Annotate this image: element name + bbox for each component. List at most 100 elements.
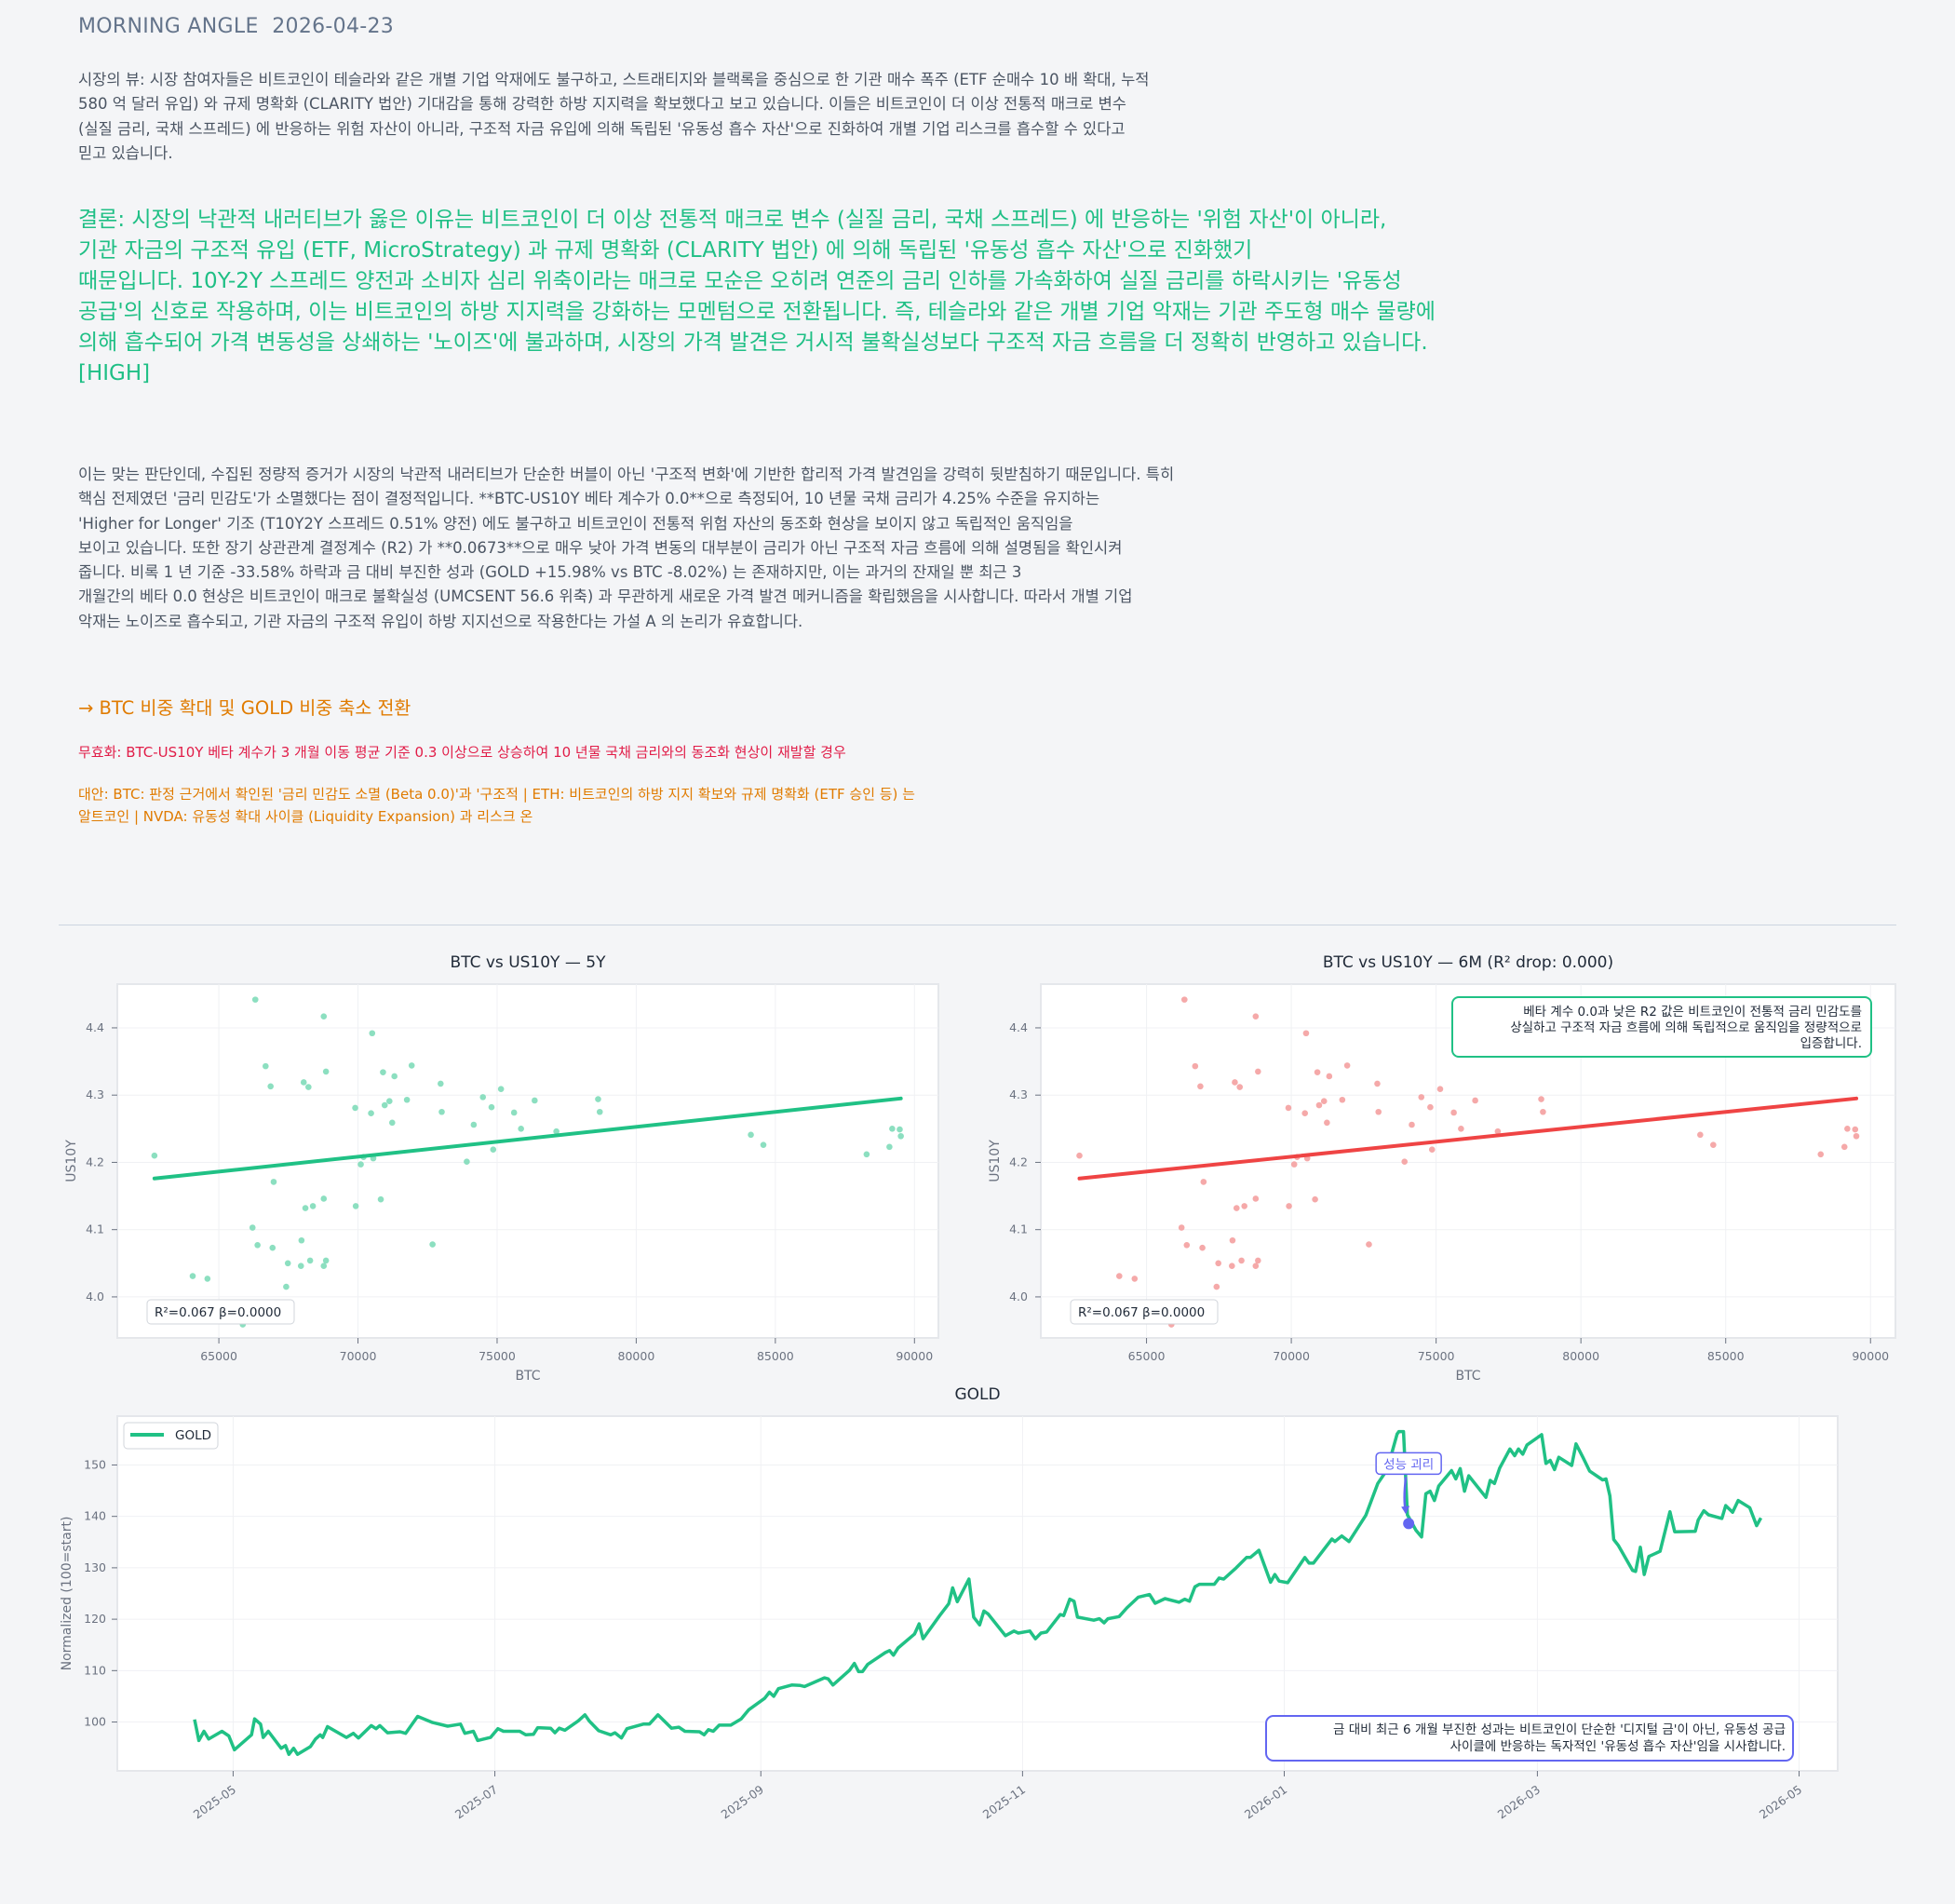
- x-axis-label: BTC: [1455, 1369, 1480, 1384]
- data-point: [1199, 1244, 1206, 1251]
- data-point: [352, 1104, 358, 1112]
- annotation-text: 상실하고 구조적 자금 흐름에 의해 독립적으로 움직임을 정량적으로: [1510, 1020, 1862, 1035]
- action-recommendation: → BTC 비중 확대 및 GOLD 비중 축소 전환: [78, 697, 411, 719]
- x-tick-label: 2025-05: [191, 1782, 238, 1821]
- data-point: [1252, 1195, 1260, 1202]
- data-point: [1302, 1030, 1310, 1037]
- data-point: [1366, 1241, 1372, 1248]
- stats-label: R²=0.067 β=0.0000: [155, 1305, 281, 1320]
- data-point: [369, 1030, 376, 1037]
- data-point: [269, 1244, 276, 1251]
- data-point: [1252, 1263, 1260, 1269]
- y-tick-label: 4.1: [1009, 1222, 1028, 1236]
- data-point: [204, 1276, 211, 1282]
- x-tick-label: 90000: [1852, 1349, 1889, 1363]
- data-point: [1285, 1104, 1292, 1112]
- data-point: [380, 1069, 386, 1075]
- text-line: 대안: BTC: 판정 근거에서 확인된 '금리 민감도 소멸 (Beta 0.…: [78, 786, 915, 803]
- gold-line-chart: 2025-05 2025-07 2025-09 2025-11 2026-01 2026-…: [60, 1385, 1839, 1821]
- data-point: [1192, 1062, 1199, 1070]
- data-point: [510, 1109, 518, 1116]
- y-tick-label: 4.4: [86, 1020, 104, 1034]
- annotation-box: [1265, 1715, 1794, 1762]
- data-point: [1236, 1084, 1244, 1090]
- data-point: [1238, 1257, 1245, 1264]
- data-point: [388, 1119, 396, 1127]
- legend-label: GOLD: [175, 1428, 211, 1443]
- alternatives: 대안: BTC: 판정 근거에서 확인된 '금리 민감도 소멸 (Beta 0.…: [78, 783, 915, 828]
- x-tick-label: 75000: [1418, 1349, 1455, 1363]
- data-point: [391, 1073, 398, 1080]
- data-point: [1817, 1151, 1825, 1158]
- marker-label-box: [1375, 1452, 1442, 1476]
- data-point: [889, 1126, 896, 1132]
- x-tick-label: 85000: [1707, 1349, 1745, 1363]
- data-point: [1252, 1013, 1260, 1020]
- data-point: [1343, 1062, 1351, 1069]
- text-line: 보이고 있습니다. 또한 장기 상관관계 결정계수 (R2) 가 **0.067…: [78, 538, 1123, 557]
- data-point: [1840, 1143, 1848, 1151]
- x-tick-label: 70000: [1273, 1349, 1310, 1363]
- text-line: 이는 맞는 판단인데, 수집된 정량적 증거가 시장의 낙관적 내러티브가 단순…: [78, 466, 1175, 483]
- y-tick-label: 130: [84, 1560, 106, 1574]
- data-point: [320, 1195, 328, 1202]
- y-tick-label: 4.4: [1009, 1020, 1028, 1034]
- data-point: [381, 1101, 388, 1109]
- data-point: [1255, 1257, 1261, 1264]
- marker-label: 성능 괴리: [1383, 1457, 1434, 1472]
- data-point: [1436, 1086, 1444, 1092]
- scatter-chart-2: 65000 70000 75000 80000 85000 90000 4.0 4.1 4.2 4…: [988, 953, 1896, 1384]
- text-line: 'Higher for Longer' 기조 (T10Y2Y 스프레드 0.51…: [78, 514, 1073, 533]
- text-line: 알트코인 | NVDA: 유동성 확대 사이클 (Liquidity Expan…: [78, 808, 533, 825]
- text-line: 줍니다. 비록 1 년 기준 -33.58% 하락과 금 대비 부진한 성과 (…: [78, 563, 1022, 582]
- data-point: [1324, 1119, 1330, 1127]
- data-point: [863, 1151, 870, 1158]
- data-point: [306, 1257, 314, 1264]
- invalidation-condition: 무효화: BTC-US10Y 베타 계수가 3 개월 이동 평균 기준 0.3 …: [78, 744, 846, 761]
- data-point: [1183, 1242, 1191, 1249]
- data-point: [1409, 1121, 1415, 1128]
- stats-box: [146, 1299, 295, 1325]
- plot-area: [116, 1415, 1839, 1772]
- data-point: [1241, 1203, 1247, 1209]
- data-point: [1374, 1080, 1381, 1087]
- data-point: [1472, 1097, 1478, 1104]
- text-line: 의해 흡수되어 가격 변동성을 상쇄하는 '노이즈'에 불과하며, 시장의 가격…: [78, 331, 1428, 355]
- y-tick-label: 100: [84, 1715, 106, 1729]
- x-tick-label: 2025-11: [980, 1782, 1028, 1821]
- data-point: [1076, 1152, 1083, 1159]
- scatter-chart-1: 65000 70000 75000 80000 85000 90000 4.0 4.1 4.2 4…: [64, 953, 939, 1384]
- data-point: [309, 1203, 317, 1209]
- data-point: [1312, 1195, 1318, 1203]
- x-tick-label: 2026-01: [1242, 1782, 1289, 1821]
- data-point: [438, 1080, 444, 1087]
- y-tick-label: 4.1: [86, 1222, 104, 1236]
- data-point: [1232, 1079, 1238, 1086]
- data-point: [748, 1131, 754, 1139]
- data-point: [438, 1108, 445, 1115]
- data-point: [1290, 1161, 1298, 1168]
- x-tick-label: 80000: [618, 1349, 655, 1363]
- y-axis-label: US10Y: [988, 1140, 1003, 1182]
- evidence-paragraph: 이는 맞는 판단인데, 수집된 정량적 증거가 시장의 낙관적 내러티브가 단순…: [78, 463, 1174, 634]
- x-tick-label: 65000: [1128, 1349, 1166, 1363]
- data-point: [1131, 1276, 1139, 1282]
- y-tick-label: 150: [84, 1457, 106, 1471]
- page-title: MORNING ANGLE 2026-04-23: [78, 15, 395, 38]
- data-point: [1538, 1096, 1544, 1102]
- x-tick-label: 70000: [340, 1349, 377, 1363]
- data-point: [1320, 1098, 1328, 1105]
- data-point: [1494, 1128, 1502, 1135]
- x-tick-label: 65000: [200, 1349, 237, 1363]
- data-point: [1853, 1132, 1860, 1140]
- data-point: [1458, 1126, 1464, 1132]
- confidence-tag: [HIGH]: [78, 361, 151, 385]
- stats-box: [1070, 1299, 1219, 1325]
- annotation-text: 금 대비 최근 6 개월 부진한 성과는 비트코인이 단순한 '디지털 금'이 …: [1333, 1722, 1786, 1737]
- annotation-text: 사이클에 반응하는 독자적인 '유동성 흡수 자산'임을 시사합니다.: [1450, 1739, 1786, 1754]
- marker-dot: [1403, 1518, 1415, 1530]
- data-point: [352, 1203, 359, 1209]
- text-line: 악재는 노이즈로 흡수되고, 기관 자금의 구조적 유입이 하방 지지선으로 작…: [78, 612, 803, 630]
- data-point: [386, 1098, 393, 1105]
- data-point: [251, 996, 259, 1003]
